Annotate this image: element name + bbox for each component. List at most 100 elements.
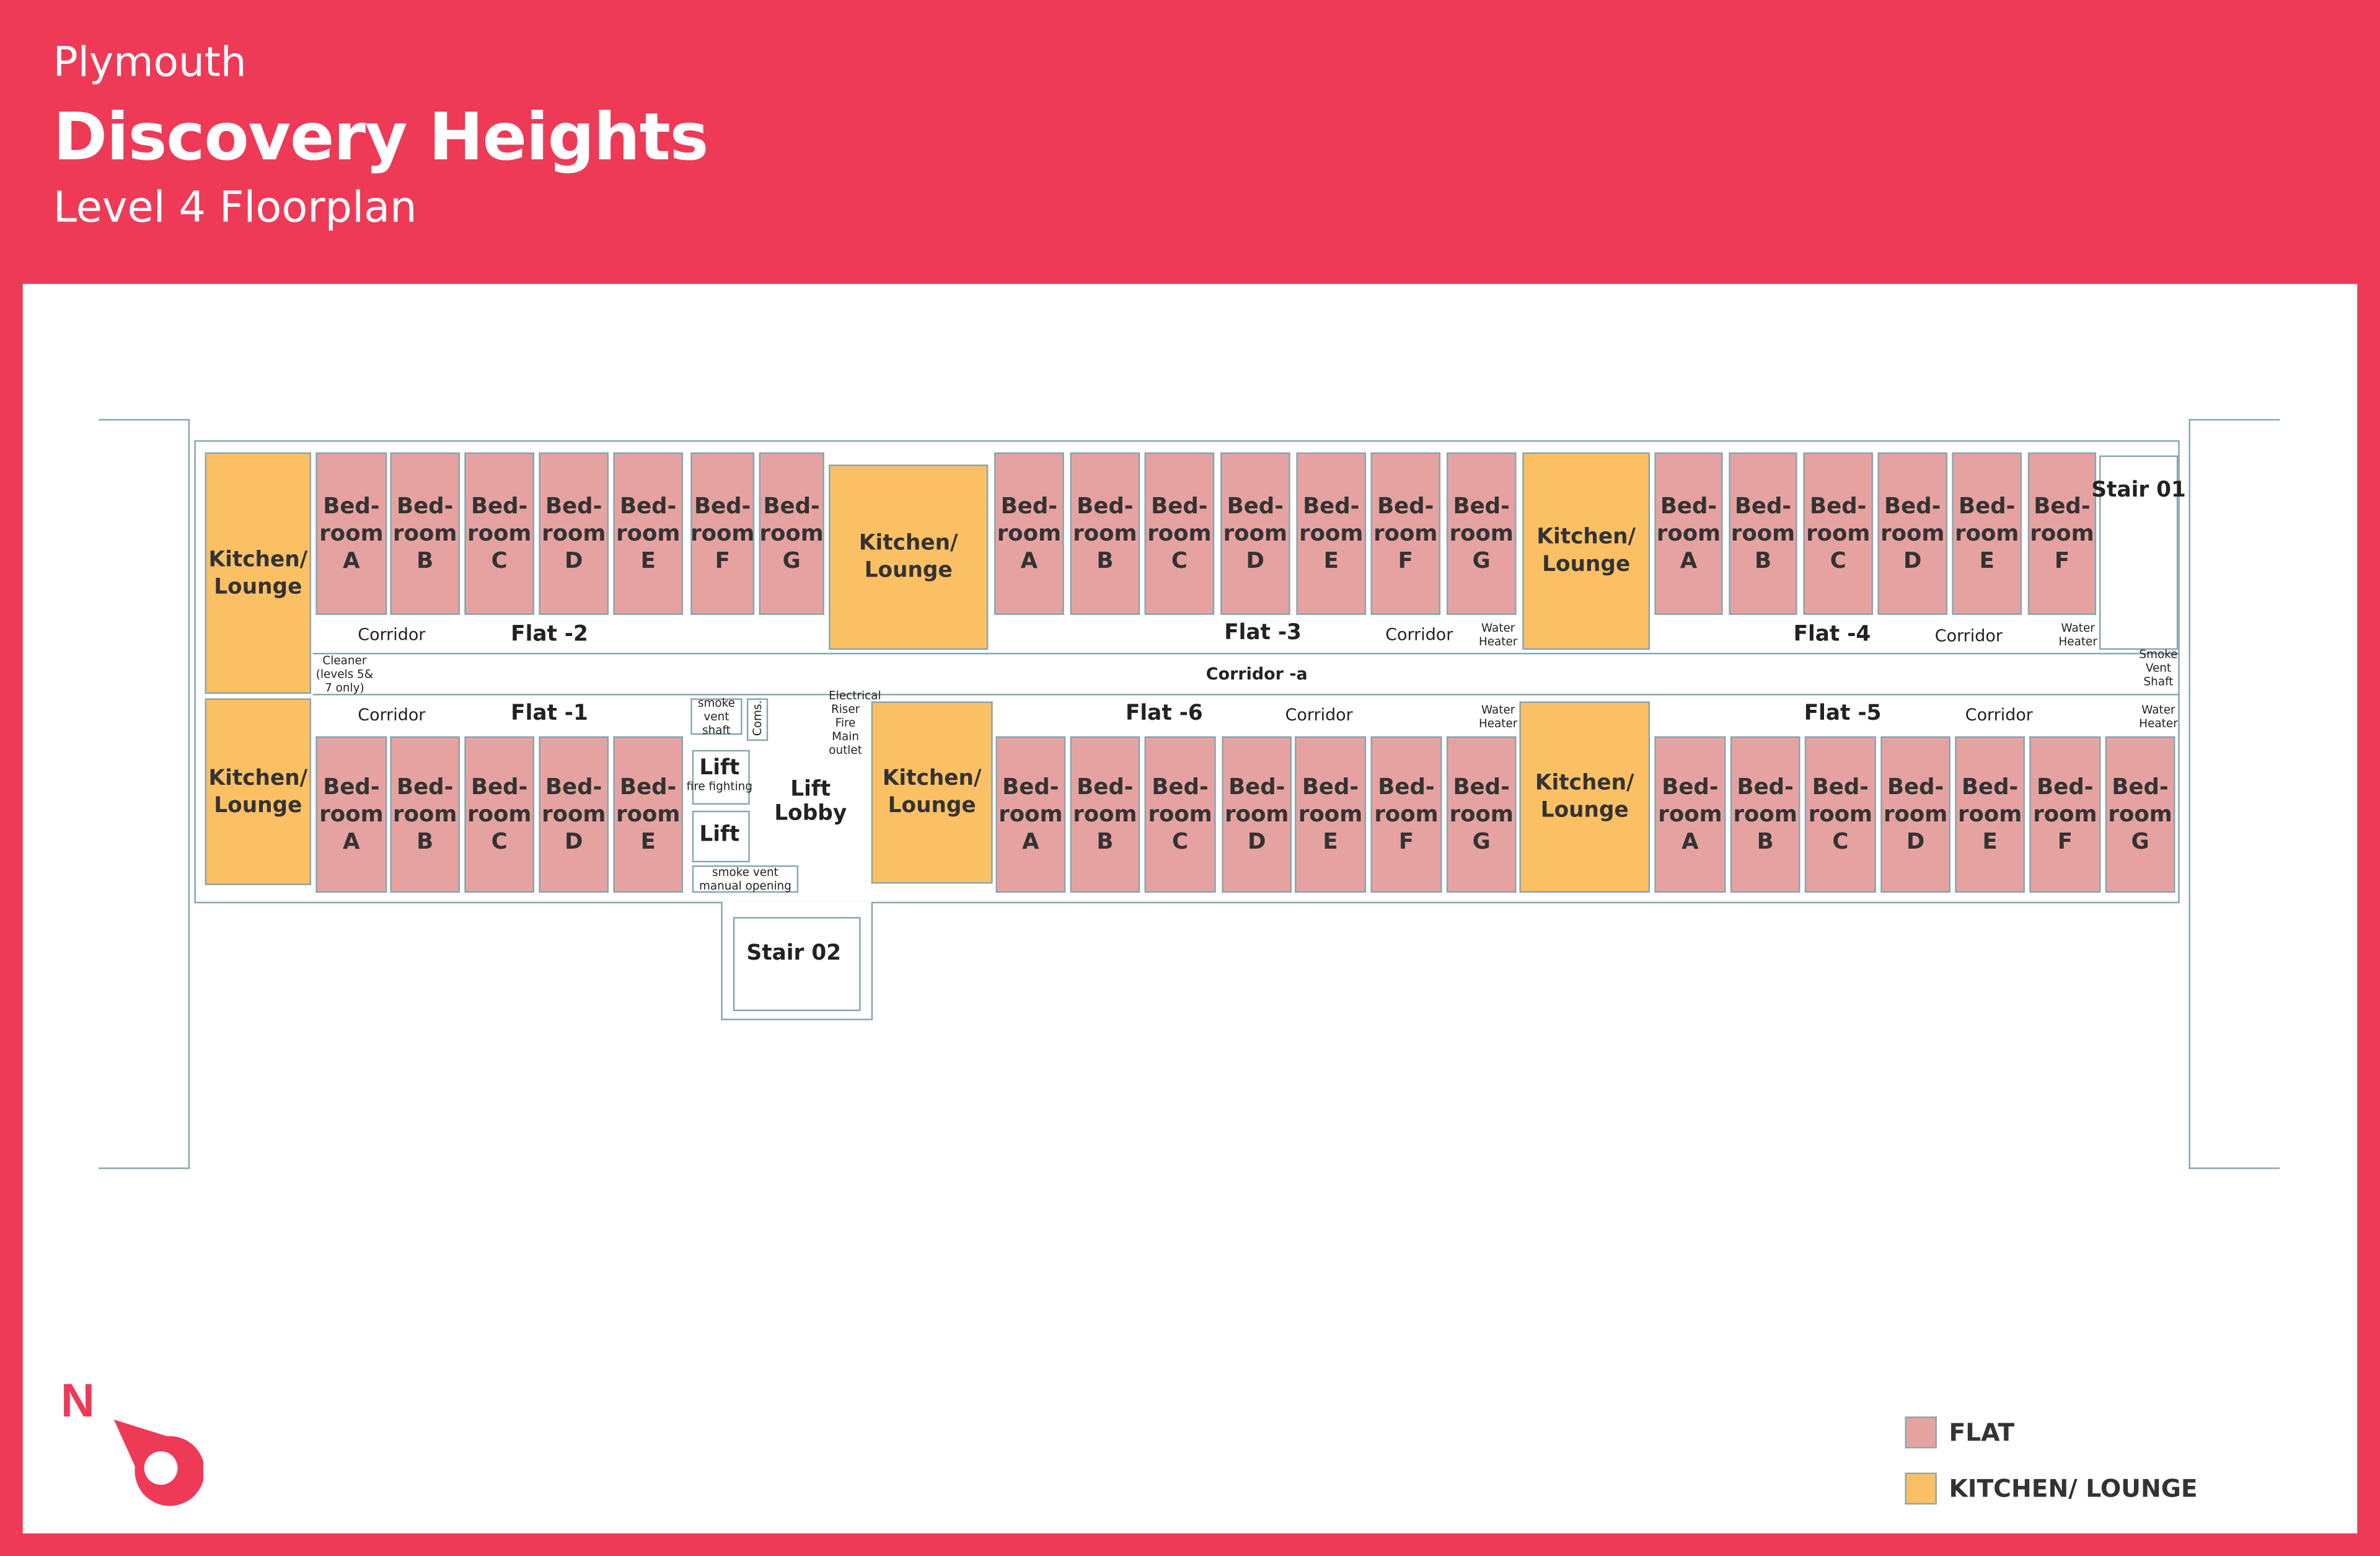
bedroom-label: room — [1957, 802, 2022, 827]
bedroom-label: Bed- — [620, 775, 677, 800]
corridor-label: Corridor — [358, 624, 426, 645]
bedroom-label: Bed- — [1227, 494, 1284, 519]
bedroom-label: Bed- — [1810, 494, 1867, 519]
bedroom-label: room — [1449, 521, 1514, 546]
bedroom-label: C — [1830, 549, 1846, 573]
bedroom-a: Bed-room A — [1654, 736, 1726, 893]
bedroom-label: room — [1373, 521, 1438, 546]
bedroom-d: Bed-room D — [1222, 736, 1292, 893]
bedroom-b: Bed-room B — [1730, 736, 1800, 893]
flat-label: Flat -1 — [511, 701, 588, 726]
bedroom-c: Bed-room C — [464, 452, 535, 615]
bedroom-g: Bed-room G — [1446, 736, 1517, 893]
bedroom-label: D — [564, 549, 583, 573]
bedroom-label: F — [1398, 549, 1413, 573]
kitchen-lounge: Kitchen/Lounge — [871, 701, 993, 884]
bedroom-label: C — [1172, 829, 1189, 854]
bedroom-label: A — [1681, 829, 1699, 854]
bedroom-label: room — [393, 802, 457, 827]
smoke-vent-shaft-label: Smoke Vent Shaft — [2139, 647, 2178, 689]
bedroom-label: Bed- — [1737, 775, 1794, 800]
bedroom-label: Bed- — [1660, 494, 1717, 519]
bedroom-label: room — [1808, 802, 1873, 827]
bedroom-label: room — [1730, 521, 1796, 546]
bedroom-label: E — [1982, 829, 1998, 854]
bedroom-f: Bed-room F — [1370, 736, 1442, 893]
bedroom-b: Bed-room B — [1070, 736, 1140, 893]
bedroom-label: Bed- — [1152, 775, 1209, 800]
city-label: Plymouth — [53, 39, 247, 87]
bedroom-label: F — [2054, 549, 2070, 573]
bedroom-label: D — [1248, 829, 1266, 854]
bedroom-label: A — [343, 549, 360, 573]
bedroom-label: Bed- — [1302, 775, 1359, 800]
kitchen-lounge-label: Kitchen/ — [882, 766, 982, 791]
bedroom-d: Bed-room D — [1877, 452, 1948, 615]
bedroom-label: B — [1096, 549, 1114, 573]
kitchen-lounge: Kitchen/Lounge — [829, 464, 989, 650]
bedroom-e: Bed-room E — [1952, 452, 2022, 615]
bedroom-e: Bed-room E — [1296, 452, 1367, 615]
bedroom-label: Bed- — [1077, 494, 1134, 519]
kitchen-lounge-label: Lounge — [1542, 552, 1631, 577]
bedroom-label: room — [1073, 521, 1137, 546]
flat-label: Flat -4 — [1793, 622, 1871, 647]
bedroom-label: F — [715, 549, 730, 573]
bedroom-label: Bed- — [1887, 775, 1944, 800]
bedroom-label: B — [1756, 829, 1774, 854]
bedroom-a: Bed-room A — [995, 736, 1066, 893]
bedroom-c: Bed-room C — [1144, 736, 1216, 893]
kitchen-lounge-label: Lounge — [214, 793, 302, 818]
smoke-vent-opening-box — [692, 865, 799, 893]
bedroom-label: Bed- — [323, 494, 380, 519]
bedroom-label: room — [1225, 802, 1289, 827]
bedroom-a: Bed-room A — [315, 452, 387, 615]
bedroom-label: Bed- — [397, 494, 454, 519]
bedroom-label: B — [416, 549, 434, 573]
bedroom-label: B — [1754, 549, 1772, 573]
bedroom-label: G — [782, 549, 801, 573]
kitchen-lounge-label: Kitchen/ — [208, 766, 308, 790]
bedroom-label: F — [1398, 829, 1414, 854]
kitchen-lounge: Kitchen/Lounge — [205, 698, 312, 885]
bedroom-label: A — [1020, 549, 1038, 573]
bedroom-label: A — [1680, 549, 1698, 573]
kitchen-lounge: Kitchen/Lounge — [1519, 701, 1651, 893]
bedroom-c: Bed-room C — [464, 736, 535, 893]
corridor-a-label: Corridor -a — [1205, 664, 1308, 684]
bedroom-label: E — [640, 549, 656, 573]
lift-lobby-label: Lift Lobby — [774, 777, 847, 826]
water-heater-label: Water Heater — [1478, 702, 1518, 730]
bedroom-label: room — [1299, 521, 1364, 546]
bedroom-label: Bed- — [2034, 494, 2091, 519]
bedroom-label: Bed- — [1228, 775, 1285, 800]
bedroom-label: room — [1806, 521, 1871, 546]
bedroom-label: E — [1323, 829, 1338, 854]
lift-box — [692, 810, 750, 863]
stair-02-flight — [733, 917, 861, 1012]
bedroom-label: Bed- — [471, 494, 528, 519]
bedroom-label: room — [467, 521, 532, 546]
bedroom-label: D — [564, 829, 583, 854]
bedroom-label: Bed- — [1303, 494, 1360, 519]
bedroom-label: Bed- — [545, 494, 602, 519]
bedroom-g: Bed-room G — [1446, 452, 1517, 615]
bedroom-label: Bed- — [1961, 775, 2019, 800]
bedroom-label: room — [2033, 802, 2097, 827]
bedroom-g: Bed-room G — [2105, 736, 2175, 893]
bedroom-a: Bed-room A — [994, 452, 1064, 615]
stair-01-label: Stair 01 — [2091, 478, 2186, 503]
bedroom-label: G — [1472, 829, 1491, 854]
bedroom-f: Bed-room F — [1370, 452, 1441, 615]
kitchen-lounge-label: Kitchen/ — [208, 547, 308, 572]
bedroom-f: Bed-room F — [2027, 452, 2097, 615]
bedroom-label: Bed- — [545, 775, 602, 800]
bedroom-label: room — [393, 521, 457, 546]
bedroom-c: Bed-room C — [1803, 452, 1874, 615]
bedroom-b: Bed-room B — [390, 452, 461, 615]
bedroom-a: Bed-room A — [1654, 452, 1723, 615]
bedroom-g: Bed-room G — [759, 452, 824, 615]
bedroom-label: Bed- — [1377, 494, 1434, 519]
